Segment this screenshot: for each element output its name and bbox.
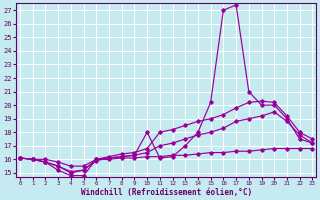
X-axis label: Windchill (Refroidissement éolien,°C): Windchill (Refroidissement éolien,°C) <box>81 188 252 197</box>
